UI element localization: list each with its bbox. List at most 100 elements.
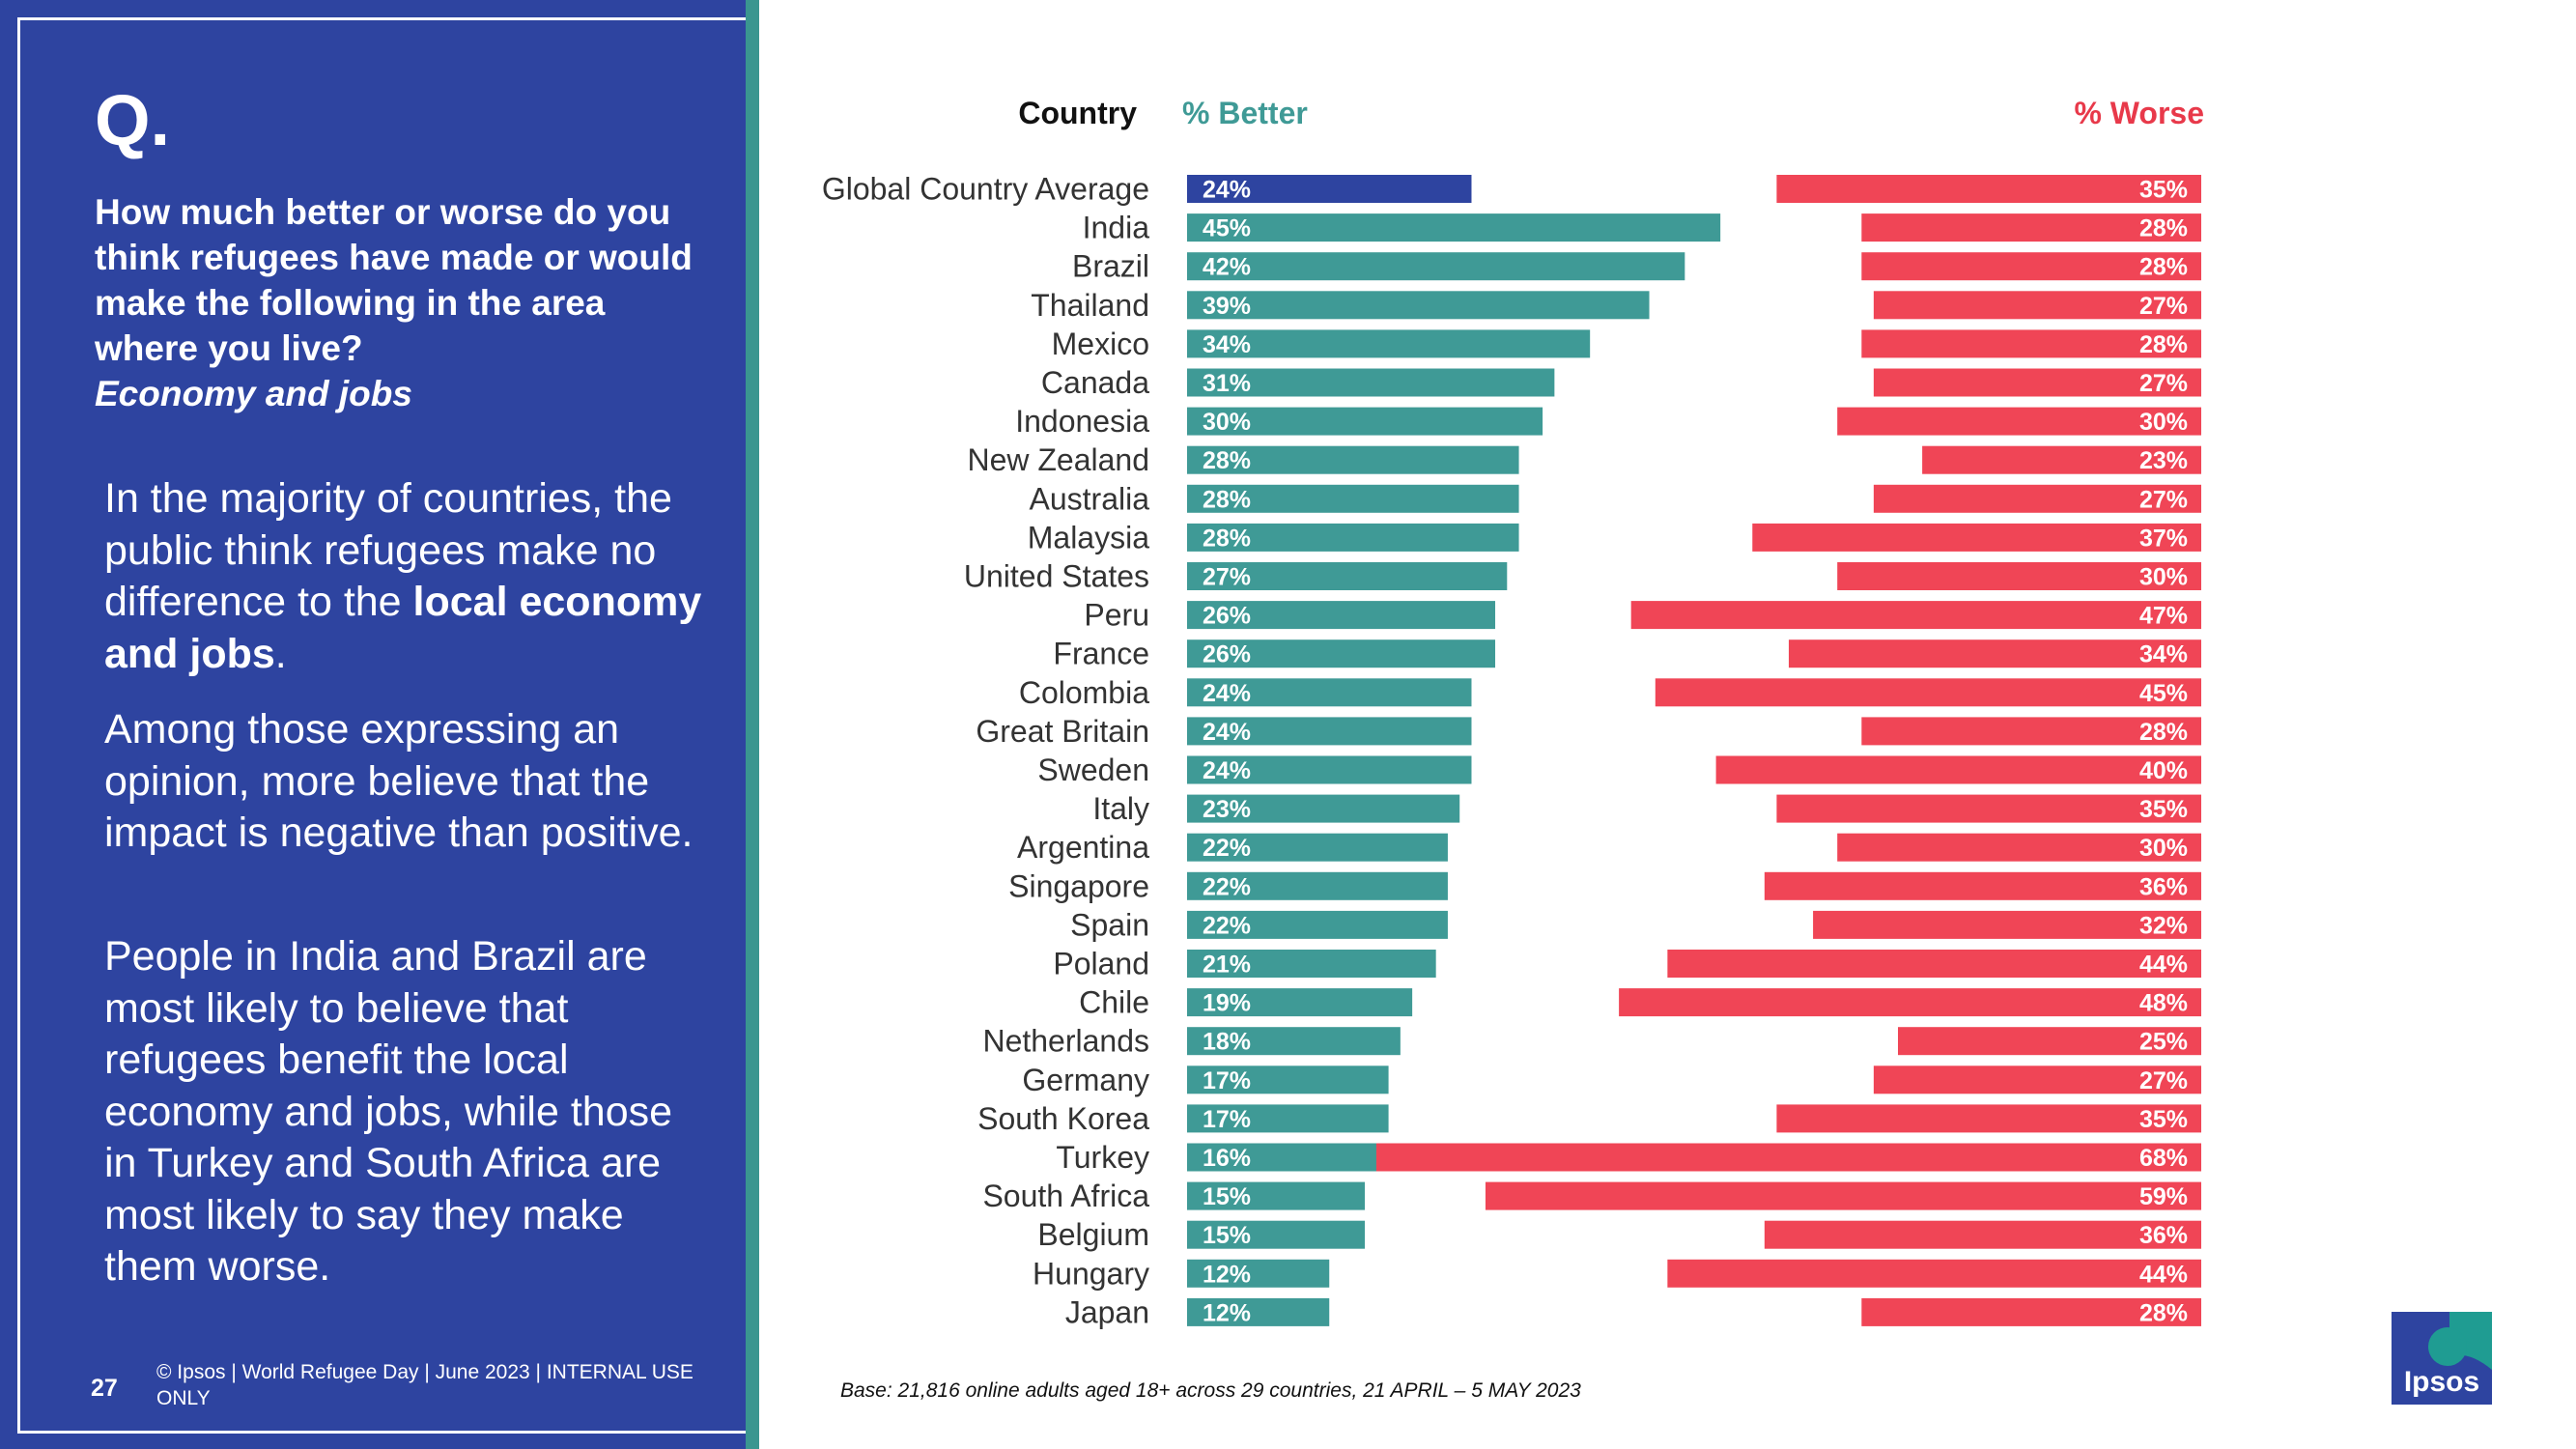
worse-value-label: 28% bbox=[2139, 719, 2188, 746]
worse-value-label: 27% bbox=[2139, 370, 2188, 397]
worse-bar bbox=[1764, 1220, 2201, 1249]
category-label: South Africa bbox=[982, 1179, 1149, 1213]
better-bar bbox=[1187, 445, 1519, 474]
better-value-label: 17% bbox=[1203, 1106, 1251, 1133]
worse-bar bbox=[1788, 639, 2201, 668]
better-bar bbox=[1187, 252, 1685, 281]
better-bar bbox=[1187, 678, 1472, 707]
left-panel: Q. How much better or worse do you think… bbox=[0, 0, 750, 1449]
category-label: Italy bbox=[1092, 791, 1149, 826]
better-bar bbox=[1187, 1259, 1330, 1288]
better-value-label: 15% bbox=[1203, 1183, 1251, 1210]
better-bar bbox=[1187, 794, 1460, 823]
worse-value-label: 30% bbox=[2139, 409, 2188, 436]
para1-text: In the majority of countries, the public… bbox=[104, 475, 672, 625]
better-bar bbox=[1187, 1065, 1389, 1094]
category-label: Global Country Average bbox=[822, 172, 1149, 207]
better-bar bbox=[1187, 562, 1508, 590]
category-label: Turkey bbox=[1056, 1140, 1149, 1175]
better-value-label: 26% bbox=[1203, 641, 1251, 668]
q-mark: Q. bbox=[95, 80, 171, 160]
category-label: Colombia bbox=[1019, 675, 1149, 710]
worse-bar bbox=[1873, 1065, 2201, 1094]
worse-header: % Worse bbox=[2074, 96, 2204, 130]
better-value-label: 22% bbox=[1203, 912, 1251, 939]
worse-value-label: 25% bbox=[2139, 1029, 2188, 1056]
category-label: Belgium bbox=[1037, 1217, 1149, 1252]
worse-bar bbox=[1619, 988, 2201, 1017]
para1-end: . bbox=[274, 630, 287, 677]
worse-bar bbox=[1837, 562, 2201, 590]
category-label: Japan bbox=[1065, 1294, 1149, 1329]
better-bar bbox=[1187, 1181, 1366, 1210]
worse-bar bbox=[1861, 252, 2201, 281]
better-value-label: 45% bbox=[1203, 215, 1251, 242]
worse-bar bbox=[1667, 950, 2201, 978]
better-bar bbox=[1187, 1297, 1330, 1326]
better-value-label: 30% bbox=[1203, 409, 1251, 436]
better-bar bbox=[1187, 755, 1472, 784]
worse-value-label: 30% bbox=[2139, 835, 2188, 862]
better-value-label: 15% bbox=[1203, 1222, 1251, 1249]
better-bar bbox=[1187, 950, 1436, 978]
better-value-label: 42% bbox=[1203, 254, 1251, 281]
worse-value-label: 37% bbox=[2139, 525, 2188, 552]
better-value-label: 19% bbox=[1203, 990, 1251, 1017]
worse-value-label: 32% bbox=[2139, 912, 2188, 939]
better-value-label: 39% bbox=[1203, 293, 1251, 320]
better-value-label: 28% bbox=[1203, 486, 1251, 513]
category-label: Poland bbox=[1053, 947, 1149, 981]
worse-bar bbox=[1485, 1181, 2201, 1210]
better-value-label: 28% bbox=[1203, 447, 1251, 474]
better-value-label: 16% bbox=[1203, 1145, 1251, 1172]
worse-value-label: 27% bbox=[2139, 1067, 2188, 1094]
worse-bar bbox=[1873, 291, 2201, 320]
worse-value-label: 44% bbox=[2139, 1261, 2188, 1288]
question-text: How much better or worse do you think re… bbox=[95, 189, 713, 416]
accent-strip bbox=[746, 0, 759, 1449]
worse-bar bbox=[1861, 213, 2201, 242]
better-value-label: 23% bbox=[1203, 796, 1251, 823]
better-bar bbox=[1187, 871, 1448, 900]
worse-bar bbox=[1776, 1104, 2201, 1133]
logo-swoosh bbox=[2449, 1312, 2492, 1370]
category-label: Sweden bbox=[1037, 753, 1149, 787]
country-header: Country bbox=[1018, 96, 1137, 130]
diverging-bar-chart: Country % Better % Worse Global Country Ave… bbox=[822, 96, 2204, 1329]
better-value-label: 24% bbox=[1203, 177, 1251, 204]
better-value-label: 22% bbox=[1203, 835, 1251, 862]
panel-border bbox=[17, 17, 750, 1434]
better-value-label: 12% bbox=[1203, 1299, 1251, 1326]
worse-value-label: 23% bbox=[2139, 447, 2188, 474]
category-label: Thailand bbox=[1031, 288, 1149, 323]
better-bar bbox=[1187, 484, 1519, 513]
better-bar bbox=[1187, 988, 1413, 1017]
category-label: Singapore bbox=[1008, 868, 1149, 903]
logo-head bbox=[2428, 1327, 2467, 1366]
worse-value-label: 34% bbox=[2139, 641, 2188, 668]
worse-value-label: 35% bbox=[2139, 796, 2188, 823]
summary-paragraph-3: People in India and Brazil are most like… bbox=[104, 933, 673, 1290]
category-label: South Korea bbox=[977, 1101, 1149, 1136]
worse-bar bbox=[1861, 329, 2201, 358]
worse-value-label: 47% bbox=[2139, 603, 2188, 630]
summary-paragraph-1: In the majority of countries, the public… bbox=[104, 473, 703, 680]
worse-bar bbox=[1837, 407, 2201, 436]
better-value-label: 26% bbox=[1203, 603, 1251, 630]
worse-bar bbox=[1655, 678, 2201, 707]
better-bar bbox=[1187, 175, 1472, 203]
worse-bar bbox=[1764, 871, 2201, 900]
page-number: 27 bbox=[91, 1375, 118, 1402]
worse-value-label: 68% bbox=[2139, 1145, 2188, 1172]
category-label: Argentina bbox=[1017, 830, 1149, 865]
category-label: Australia bbox=[1030, 481, 1150, 516]
worse-bar bbox=[1898, 1027, 2201, 1056]
question-topic: Economy and jobs bbox=[95, 374, 412, 413]
category-label: Mexico bbox=[1052, 327, 1149, 361]
category-label: Great Britain bbox=[976, 714, 1149, 749]
worse-value-label: 40% bbox=[2139, 757, 2188, 784]
category-label: Indonesia bbox=[1015, 404, 1149, 439]
worse-value-label: 44% bbox=[2139, 952, 2188, 979]
better-value-label: 22% bbox=[1203, 873, 1251, 900]
better-bar bbox=[1187, 601, 1496, 630]
